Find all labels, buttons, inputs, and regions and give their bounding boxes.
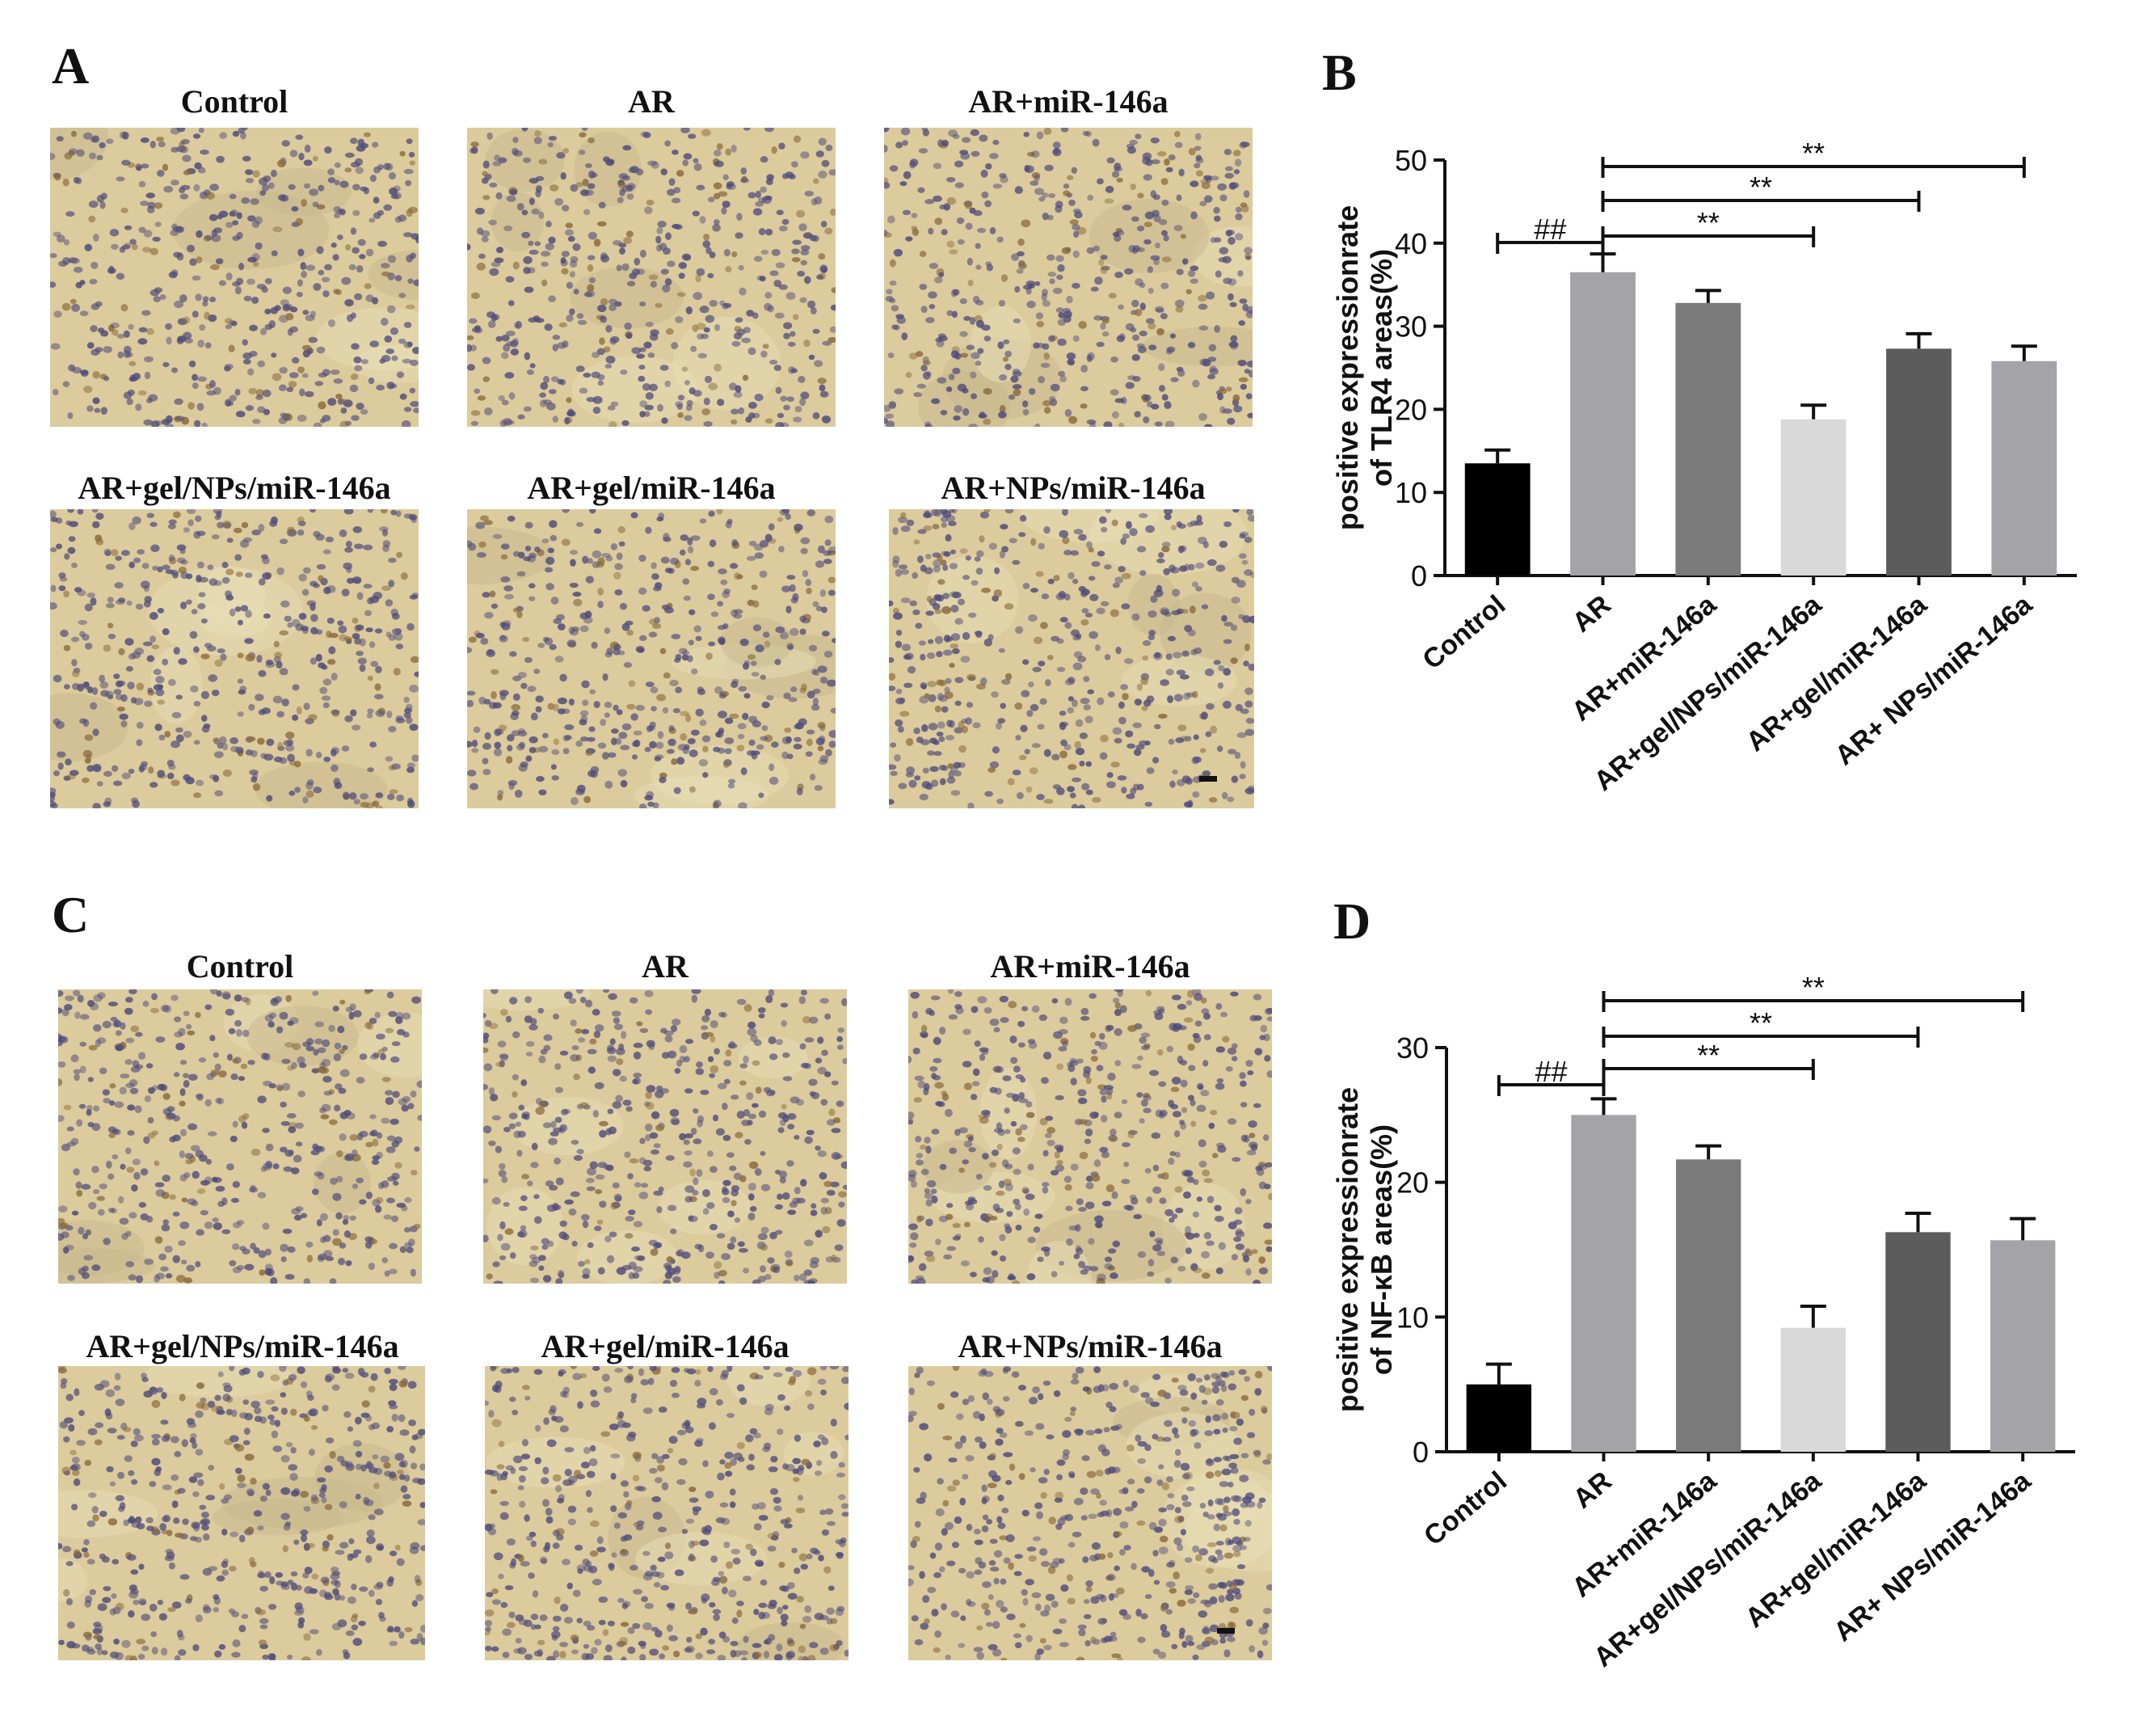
y-axis-title: positive expressionrate of TLR4 areas(%) [1331,205,1398,530]
micrograph-label: Control [180,83,288,120]
bar [1570,272,1636,576]
micrograph [58,1366,425,1660]
scale-bar [1217,1628,1235,1634]
micrograph [889,509,1254,808]
micrograph-label: AR+miR-146a [968,83,1169,120]
micrograph [467,128,836,427]
micrograph [50,128,419,427]
micrograph [467,509,836,808]
significance-label: ## [1534,213,1566,246]
micrograph-label: AR+NPs/miR-146a [941,470,1206,506]
y-tick-label: 30 [1395,310,1427,344]
y-tick-label: 40 [1395,227,1427,260]
y-tick-label: 0 [1413,1436,1429,1469]
significance-label: ** [1697,206,1720,239]
panel-label-d: D [1333,892,1371,950]
panel-label-c: C [52,886,90,943]
y-axis-title-line: of NF-κB areas(%) [1365,1124,1398,1375]
bar [1991,361,2057,576]
chart-tlr4: 0 10 20 30 40 50 positive expressionrate of TLR… [1331,137,2077,797]
significance-label: ** [1750,1006,1772,1040]
bar [1885,1232,1951,1452]
significance-label: ** [1750,171,1772,204]
micrograph-label: AR+miR-146a [990,948,1190,985]
panel-label-a: A [52,37,90,95]
micrograph [483,989,847,1284]
micrograph [485,1366,849,1660]
scale-bar [1199,776,1217,782]
y-tick-label: 10 [1395,476,1427,509]
y-tick-label: 0 [1411,559,1427,592]
micrograph-label: AR [628,83,675,120]
y-tick-label: 30 [1396,1031,1429,1065]
micrograph [908,1366,1272,1660]
x-tick-label: AR+ NPs/miR-146a [1828,1465,2037,1647]
bar [1780,419,1846,576]
micrograph-label: Control [186,948,294,985]
micrograph [50,509,419,808]
panel-label-b: B [1322,44,1357,101]
micrograph-label: AR+gel/miR-146a [541,1328,790,1364]
significance-label: ** [1802,137,1825,170]
micrograph [908,989,1272,1284]
micrograph [884,128,1253,427]
bar [1464,463,1531,576]
bar [1780,1327,1846,1452]
significance-label: ** [1802,971,1825,1004]
significance-label: ** [1697,1039,1720,1072]
x-tick-label: AR+gel/miR-146a [1740,1465,1933,1634]
x-tick-label: AR [1568,1465,1618,1515]
y-tick-label: 20 [1395,393,1427,426]
micrograph-label: AR+gel/miR-146a [527,470,776,506]
y-tick-label: 20 [1396,1166,1429,1200]
y-axis-title: positive expressionrate of NF-κB areas(%) [1331,1087,1398,1412]
micrograph-label: AR+NPs/miR-146a [958,1328,1223,1364]
y-axis-title-line: positive expressionrate [1331,205,1364,530]
y-tick-label: 10 [1396,1301,1429,1334]
x-tick-label: Control [1418,1465,1513,1552]
y-axis-title-line: of TLR4 areas(%) [1365,249,1398,487]
y-tick-label: 50 [1395,144,1427,177]
bar [1886,348,1952,576]
bar [1571,1115,1636,1452]
micrograph-label: AR+gel/NPs/miR-146a [78,470,391,506]
micrograph-label: AR [642,948,688,985]
y-axis-title-line: positive expressionrate [1331,1087,1364,1412]
bar [1990,1240,2056,1452]
bar [1675,302,1741,576]
significance-label: ## [1535,1055,1568,1088]
micrograph [58,989,422,1284]
micrograph-label: AR+gel/NPs/miR-146a [86,1328,399,1364]
bar [1466,1384,1532,1452]
bar [1675,1159,1741,1452]
